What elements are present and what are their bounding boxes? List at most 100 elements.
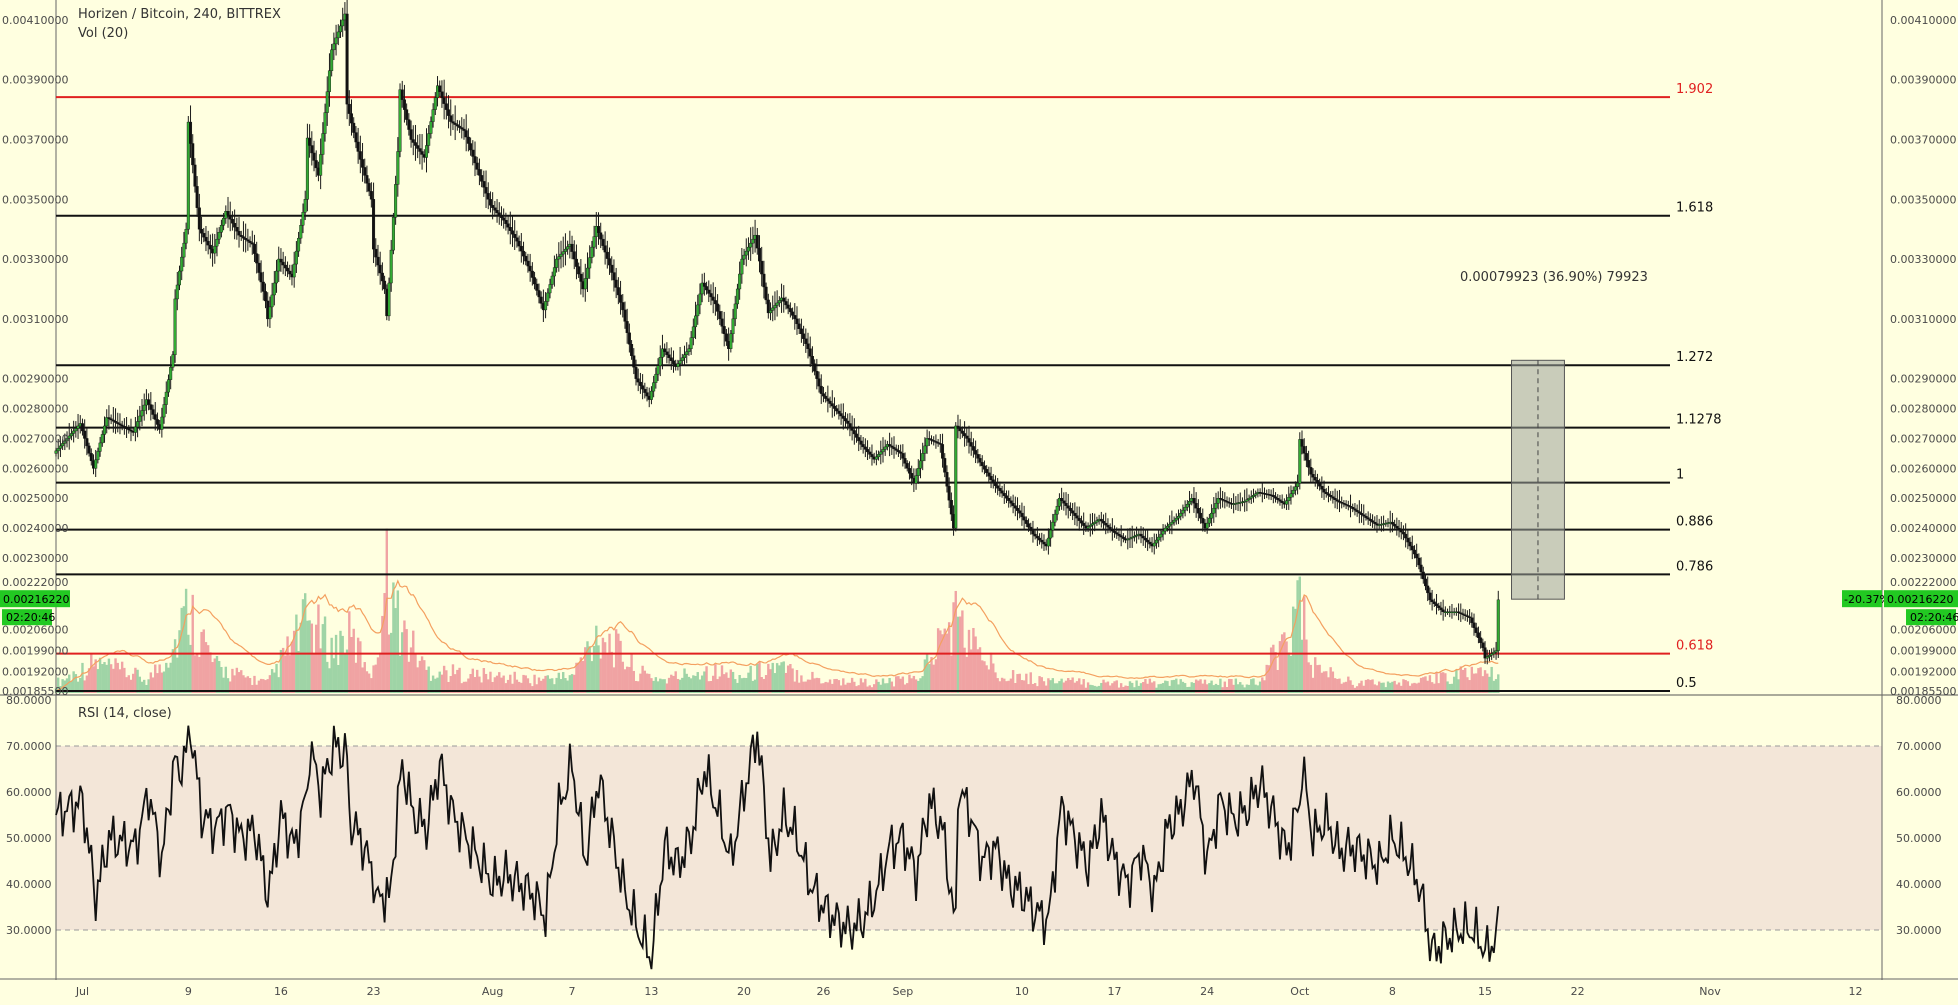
volume-bar bbox=[740, 678, 744, 693]
candle-body bbox=[1035, 535, 1039, 539]
candle-body bbox=[1139, 533, 1143, 537]
volume-bar bbox=[813, 678, 816, 693]
price-tick-left: 0.00290000 bbox=[2, 373, 68, 386]
volume-bar bbox=[235, 667, 239, 693]
candle-body bbox=[133, 426, 137, 433]
candle-body bbox=[1088, 524, 1092, 527]
volume-bar bbox=[1144, 678, 1147, 693]
candle-body bbox=[563, 248, 567, 252]
candle-body bbox=[976, 454, 980, 459]
volume-bar bbox=[886, 683, 889, 693]
volume-bar bbox=[985, 665, 988, 693]
candle-body bbox=[1168, 523, 1172, 527]
volume-bar bbox=[586, 641, 589, 693]
candle-body bbox=[1426, 585, 1430, 594]
volume-bar bbox=[970, 649, 973, 693]
candle-body bbox=[1009, 500, 1013, 504]
candle-body bbox=[1099, 518, 1103, 522]
candle-body bbox=[777, 300, 781, 304]
candle-body bbox=[255, 253, 259, 264]
candle-body bbox=[155, 419, 159, 425]
candle-body bbox=[1170, 521, 1174, 525]
volume-bar bbox=[506, 679, 510, 693]
candle-body bbox=[782, 297, 786, 302]
volume-bar bbox=[974, 636, 977, 693]
volume-bar bbox=[947, 622, 951, 693]
volume-bar bbox=[645, 673, 649, 693]
candle-body bbox=[930, 439, 934, 441]
volume-bar bbox=[1296, 580, 1299, 693]
volume-bar bbox=[606, 653, 609, 693]
fib-label-0.786: 0.786 bbox=[1676, 559, 1713, 574]
volume-bar bbox=[1044, 685, 1048, 693]
countdown-left: 02:20:46 bbox=[6, 611, 55, 624]
candle-body bbox=[649, 390, 653, 400]
volume-bar bbox=[654, 677, 658, 693]
volume-bar bbox=[1386, 681, 1390, 693]
volume-bar bbox=[967, 629, 971, 693]
candle-body bbox=[283, 264, 287, 269]
volume-bar bbox=[584, 647, 587, 693]
candle-body bbox=[321, 133, 325, 155]
candle-body bbox=[694, 315, 698, 328]
candle-body bbox=[720, 318, 724, 327]
candle-body bbox=[1218, 498, 1222, 500]
candle-body bbox=[996, 485, 1000, 489]
candle-body bbox=[967, 438, 971, 443]
candle-body bbox=[193, 164, 197, 187]
volume-bar bbox=[63, 680, 67, 693]
volume-bar bbox=[989, 652, 993, 693]
volume-bar bbox=[72, 671, 75, 693]
volume-bar bbox=[209, 652, 212, 693]
volume-bar bbox=[1351, 684, 1354, 693]
time-tick: 9 bbox=[185, 985, 192, 998]
candle-body bbox=[680, 357, 684, 361]
price-tick-left: 0.00310000 bbox=[2, 313, 68, 326]
volume-bar bbox=[68, 674, 71, 693]
candle-body bbox=[861, 444, 865, 448]
candle-body bbox=[676, 363, 680, 367]
candle-body bbox=[634, 366, 638, 379]
volume-bar bbox=[431, 675, 435, 693]
candle-body bbox=[114, 421, 118, 423]
candle-body bbox=[599, 232, 603, 240]
candle-body bbox=[1315, 480, 1319, 484]
volume-bar bbox=[822, 683, 825, 693]
candle-body bbox=[932, 440, 936, 442]
candle-body bbox=[347, 103, 351, 114]
candle-body bbox=[504, 220, 508, 224]
volume-bar bbox=[861, 682, 865, 693]
volume-bar bbox=[198, 656, 201, 693]
volume-bar bbox=[734, 679, 737, 693]
candle-body bbox=[1463, 614, 1467, 616]
volume-bar bbox=[145, 684, 148, 693]
candle-body bbox=[72, 430, 76, 434]
candle-body bbox=[793, 315, 797, 320]
volume-bar bbox=[96, 669, 100, 693]
candle-body bbox=[1201, 517, 1205, 524]
price-change: -20.37% bbox=[1844, 593, 1890, 606]
candle-body bbox=[180, 256, 184, 272]
candle-body bbox=[118, 423, 122, 426]
volume-bar bbox=[1058, 681, 1061, 693]
volume-bar bbox=[1157, 684, 1160, 693]
candle-body bbox=[268, 306, 272, 320]
volume-bar bbox=[577, 662, 580, 693]
candle-body bbox=[310, 145, 314, 154]
candle-body bbox=[718, 311, 722, 320]
candle-body bbox=[1117, 533, 1121, 536]
candle-body bbox=[202, 232, 206, 238]
price-tick-left: 0.00370000 bbox=[2, 134, 68, 147]
volume-bar bbox=[495, 675, 499, 693]
candle-body bbox=[844, 418, 848, 422]
price-tick-right: 0.00260000 bbox=[1890, 462, 1956, 475]
candle-body bbox=[1423, 578, 1427, 587]
volume-bar bbox=[337, 664, 340, 693]
candle-body bbox=[374, 248, 378, 258]
volume-bar bbox=[226, 678, 230, 693]
candle-body bbox=[585, 267, 589, 279]
candle-body bbox=[409, 129, 413, 140]
candle-body bbox=[638, 381, 642, 386]
volume-bar bbox=[890, 681, 894, 693]
